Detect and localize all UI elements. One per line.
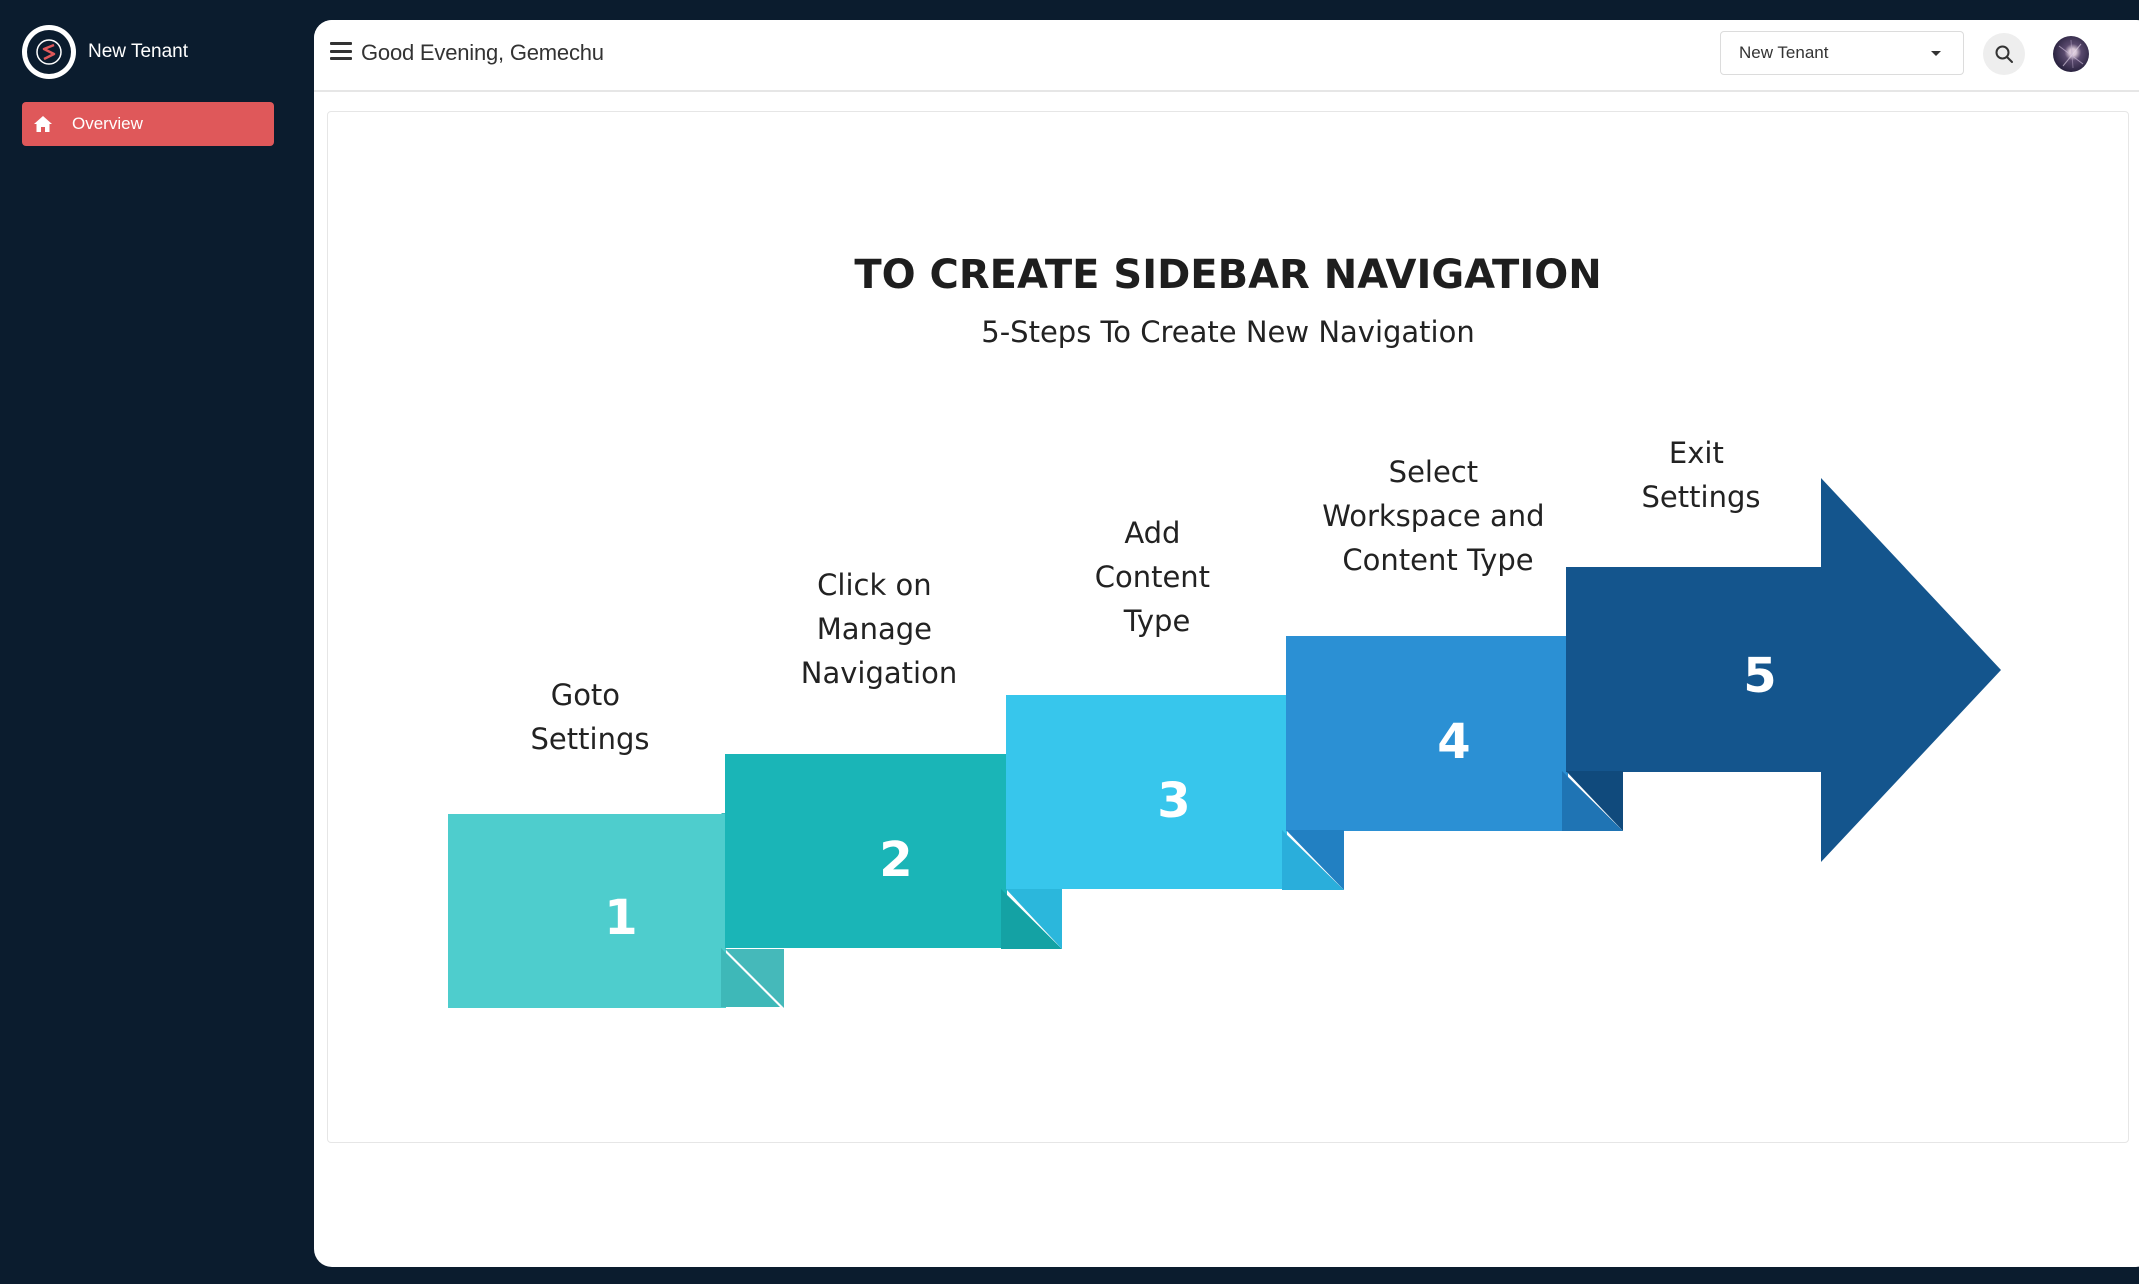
caret-down-icon	[1931, 51, 1941, 56]
brand-logo-icon	[22, 25, 76, 79]
sidebar-item-overview[interactable]: Overview	[22, 102, 274, 146]
step-5-label: Exit Settings	[1642, 436, 1761, 514]
step-3-label: Add Content Type	[1095, 516, 1220, 638]
greeting-text: Good Evening, Gemechu	[361, 40, 604, 65]
infographic-subtitle: 5-Steps To Create New Navigation	[981, 315, 1474, 349]
step-4-number: 4	[1437, 714, 1470, 770]
step-5-number: 5	[1743, 648, 1776, 704]
steps-infographic: TO CREATE SIDEBAR NAVIGATION 5-Steps To …	[448, 252, 2001, 1008]
sidebar-item-label: Overview	[72, 114, 143, 133]
tenant-select[interactable]: New Tenant	[1720, 31, 1964, 75]
step-2: 2 Click on Manage Navigation	[725, 568, 1062, 1008]
main-panel: Good Evening, Gemechu New Tenant TO CREA…	[314, 20, 2139, 1267]
search-button[interactable]	[1983, 33, 2025, 75]
step-3: 3 Add Content Type	[1006, 516, 1344, 949]
menu-icon[interactable]	[330, 42, 352, 60]
step-3-number: 3	[1157, 773, 1190, 829]
step-1-number: 1	[604, 890, 637, 946]
step-2-label: Click on Manage Navigation	[801, 568, 957, 690]
search-icon	[1995, 45, 2013, 63]
avatar[interactable]	[2053, 36, 2089, 72]
home-icon	[32, 113, 54, 135]
tenant-select-value: New Tenant	[1739, 43, 1829, 62]
step-4-label: Select Workspace and Content Type	[1322, 455, 1554, 577]
step-1-label: Goto Settings	[531, 678, 650, 756]
step-2-number: 2	[879, 832, 912, 888]
brand[interactable]: New Tenant	[22, 24, 188, 80]
step-4: 4 Select Workspace and Content Type	[1286, 455, 1623, 890]
top-bar: Good Evening, Gemechu New Tenant	[314, 20, 2139, 92]
infographic-title: TO CREATE SIDEBAR NAVIGATION	[854, 252, 1601, 298]
content-card: TO CREATE SIDEBAR NAVIGATION 5-Steps To …	[327, 111, 2129, 1143]
step-5-arrow: 5 Exit Settings	[1566, 436, 2001, 862]
brand-name: New Tenant	[88, 41, 188, 62]
